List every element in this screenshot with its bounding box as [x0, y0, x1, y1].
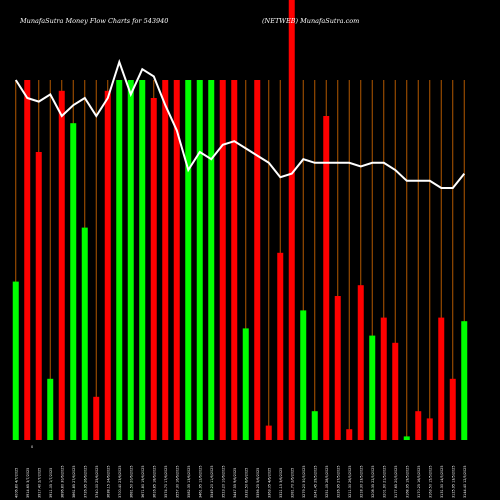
x-tick-label: 4006.80 4/7/2025: [14, 468, 18, 498]
x-tick-label: 3574.70 17/6/2025: [164, 466, 168, 498]
bar: [127, 80, 134, 440]
bar: [116, 80, 123, 440]
x-tick-label: 3332.50 6/6/2025: [244, 468, 248, 498]
bar: [438, 317, 445, 440]
bar: [323, 116, 330, 440]
x-tick-label: 3726.95 26/6/2025: [83, 466, 87, 498]
x-tick-label: 3281.70 2/6/2025: [290, 468, 294, 498]
bar: [139, 80, 146, 440]
bar: [254, 80, 261, 440]
bar: [300, 310, 307, 440]
x-tick-label: 3549.20 11/6/2025: [210, 466, 214, 498]
x-tick-label: 3144.40 12/5/2025: [463, 466, 467, 498]
bar: [346, 429, 353, 440]
bar: [461, 321, 468, 440]
bar: [58, 90, 65, 441]
x-tick-label: 3896.80 30/6/2025: [60, 466, 64, 498]
bar: [35, 152, 42, 440]
x-tick-label: 3681.50 20/6/2025: [129, 466, 133, 498]
x-tick-label: 3201.90 21/5/2025: [382, 466, 386, 498]
bar: [380, 317, 387, 440]
x-tick-label: 3911.05 1/7/2025: [49, 468, 53, 498]
x-tick-label: 3321.15 3/6/2025: [279, 468, 283, 498]
bar: [196, 80, 203, 440]
x-tick-label: 3582.35 13/6/2025: [187, 466, 191, 498]
bars-group: [12, 0, 468, 441]
x-tick-label: 3251.05 28/5/2025: [325, 466, 329, 498]
bar: [311, 411, 318, 440]
bar: [173, 80, 180, 440]
bar: [12, 281, 19, 440]
x-tick-label: 3125.95 13/5/2025: [451, 466, 455, 498]
bar: [242, 328, 249, 440]
corner-label: 0: [31, 445, 33, 449]
x-tick-label: 3363.05 4/6/2025: [267, 468, 271, 498]
bar: [81, 227, 88, 440]
money-flow-line: [14, 58, 466, 189]
bar: [47, 378, 54, 440]
bar: [334, 296, 341, 440]
x-tick-label: 3168.95 19/5/2025: [405, 466, 409, 498]
x-tick-label: 3447.55 9/6/2025: [233, 468, 237, 498]
bar: [449, 378, 456, 440]
x-tick-label: 3177.65 20/5/2025: [394, 466, 398, 498]
bar: [426, 418, 433, 440]
x-tick-label: 3356.25 5/6/2025: [256, 468, 260, 498]
x-tick-label: 3914.65 3/7/2025: [26, 468, 30, 498]
bar: [70, 123, 77, 440]
bar: [208, 80, 215, 440]
x-tick-label: 3700.40 23/6/2025: [118, 466, 122, 498]
bar: [392, 342, 399, 440]
x-tick-label: 3523.20 10/6/2025: [221, 466, 225, 498]
bar: [403, 436, 410, 440]
x-axis-labels: 4006.80 4/7/2025 3914.65 3/7/2025 3917.40 …: [14, 466, 467, 498]
bar: [231, 80, 238, 440]
x-tick-label: 3170.25 16/5/2025: [417, 466, 421, 498]
x-tick-label: 3461.95 12/6/2025: [198, 466, 202, 498]
x-tick-label: 3131.30 14/5/2025: [440, 466, 444, 498]
x-tick-label: 3211.30 26/5/2025: [348, 466, 352, 498]
x-tick-label: 3226.95 27/5/2025: [336, 466, 340, 498]
bar: [415, 411, 422, 440]
bar: [288, 0, 295, 440]
x-tick-label: 3861.85 27/6/2025: [72, 466, 76, 498]
bar: [265, 425, 272, 440]
bar: [219, 80, 226, 440]
x-tick-label: 3241.45 29/5/2025: [313, 466, 317, 498]
bar: [162, 80, 169, 440]
bar: [104, 90, 111, 441]
bar: [150, 98, 157, 440]
bar: [24, 80, 31, 440]
x-tick-label: 3638.15 24/6/2025: [106, 466, 110, 498]
bar: [357, 285, 364, 440]
chart-title-right: (NETWEB) MunafaSutra.com: [262, 17, 359, 25]
x-tick-label: 3740.00 25/6/2025: [95, 466, 99, 498]
x-tick-label: 3163.50 15/5/2025: [428, 466, 432, 498]
bar: [93, 396, 100, 440]
x-tick-label: 3616.85 18/6/2025: [152, 466, 156, 498]
x-tick-label: 3279.20 30/5/2025: [302, 466, 306, 498]
x-tick-label: 3917.40 2/7/2025: [37, 468, 41, 498]
bar: [185, 80, 192, 440]
x-tick-label: 3671.80 19/6/2025: [141, 466, 145, 498]
bar: [277, 252, 284, 440]
bar: [369, 335, 376, 440]
chart-title-left: MunafaSutra Money Flow Charts for 543940: [19, 17, 168, 25]
x-tick-label: 3218.30 23/5/2025: [359, 466, 363, 498]
x-tick-label: 3557.30 16/6/2025: [175, 466, 179, 498]
x-tick-label: 3208.35 22/5/2025: [371, 466, 375, 498]
